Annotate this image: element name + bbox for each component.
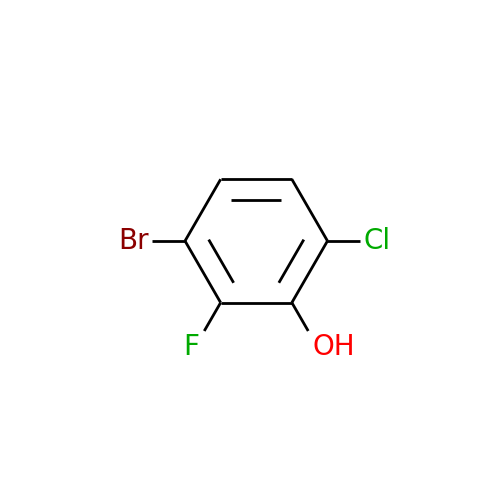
Text: F: F [184,333,200,361]
Text: OH: OH [312,333,354,361]
Text: Br: Br [118,227,149,255]
Text: Cl: Cl [364,227,390,255]
